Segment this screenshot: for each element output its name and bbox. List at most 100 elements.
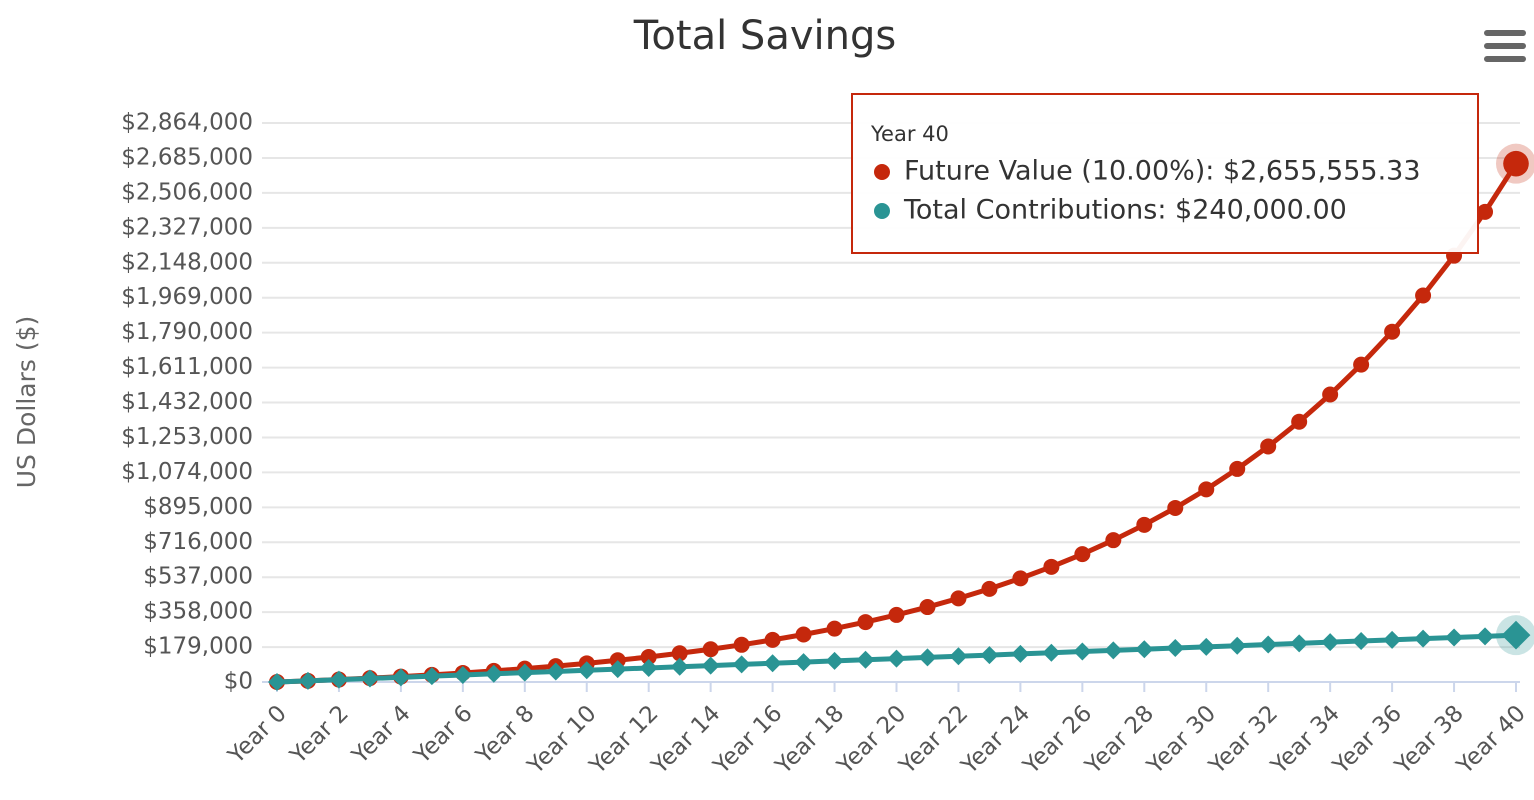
- point-marker: [670, 657, 689, 676]
- point-marker: [1042, 643, 1061, 662]
- y-tick-label: $2,506,000: [121, 179, 253, 205]
- x-tick-label: Year 14: [646, 700, 725, 779]
- point-marker: [702, 641, 719, 658]
- point-marker: [298, 671, 317, 690]
- y-tick-label: $537,000: [143, 564, 253, 590]
- point-marker: [1260, 438, 1277, 455]
- x-tick-label: Year 4: [347, 700, 416, 769]
- x-tick-label: Year 28: [1080, 700, 1159, 779]
- y-tick-label: $1,074,000: [121, 459, 253, 485]
- chart-title: Total Savings: [633, 13, 896, 59]
- point-marker: [1012, 570, 1029, 587]
- tooltip: Year 40 Future Value (10.00%): $2,655,555…: [851, 93, 1479, 254]
- point-marker: [1322, 386, 1339, 403]
- y-axis-label: US Dollars ($): [12, 316, 41, 489]
- point-marker: [980, 646, 999, 665]
- point-marker: [856, 650, 875, 669]
- point-marker: [1353, 356, 1370, 373]
- point-marker: [888, 606, 905, 623]
- point-marker: [1445, 628, 1464, 647]
- x-tick-label: Year 2: [285, 700, 354, 769]
- point-marker: [1198, 481, 1215, 498]
- tooltip-box: [851, 93, 1479, 254]
- point-marker: [1415, 287, 1432, 304]
- tooltip-line: Total Contributions: $240,000.00: [903, 195, 1347, 226]
- point-marker: [608, 660, 627, 679]
- x-tick-label: Year 24: [956, 700, 1035, 779]
- point-marker: [1043, 558, 1060, 575]
- point-marker: [1501, 620, 1531, 650]
- point-marker: [268, 673, 286, 691]
- point-marker: [1291, 413, 1308, 430]
- point-marker: [1228, 636, 1247, 655]
- tooltip-bullet: [874, 203, 890, 219]
- point-marker: [732, 655, 751, 674]
- point-marker: [857, 614, 874, 631]
- y-tick-label: $716,000: [143, 529, 253, 555]
- point-marker: [329, 670, 348, 689]
- point-marker: [763, 654, 782, 673]
- point-marker: [981, 580, 998, 597]
- point-marker: [1476, 627, 1495, 646]
- y-tick-label: $1,790,000: [121, 319, 253, 345]
- y-tick-label: $358,000: [143, 599, 253, 625]
- point-marker: [1105, 532, 1122, 549]
- x-tick-label: Year 38: [1389, 700, 1468, 779]
- point-marker: [1259, 635, 1278, 654]
- x-tick-label: Year 40: [1451, 700, 1530, 779]
- y-tick-label: $0: [224, 669, 253, 695]
- y-tick-label: $179,000: [143, 634, 253, 660]
- tooltip-title: Year 40: [870, 122, 949, 146]
- x-tick-label: Year 20: [832, 700, 911, 779]
- point-marker: [1383, 630, 1402, 649]
- point-marker: [1477, 203, 1494, 220]
- point-marker: [1229, 460, 1246, 477]
- point-marker: [1136, 516, 1153, 533]
- point-marker: [794, 653, 813, 672]
- point-marker: [1104, 641, 1123, 660]
- y-tick-label: $2,864,000: [121, 110, 253, 136]
- point-marker: [1166, 639, 1185, 658]
- y-tick-label: $2,327,000: [121, 214, 253, 240]
- x-tick-label: Year 16: [708, 700, 787, 779]
- x-tick-label: Year 30: [1142, 700, 1221, 779]
- y-tick-label: $1,253,000: [121, 424, 253, 450]
- point-marker: [453, 665, 472, 684]
- point-marker: [1011, 644, 1030, 663]
- x-tick-label: Year 32: [1204, 700, 1283, 779]
- point-marker: [764, 631, 781, 648]
- tooltip-line: Future Value (10.00%): $2,655,555.33: [904, 156, 1421, 187]
- menu-icon[interactable]: [1484, 30, 1526, 62]
- point-marker: [671, 645, 688, 662]
- point-marker: [484, 664, 503, 683]
- point-marker: [1321, 633, 1340, 652]
- point-marker: [1197, 637, 1216, 656]
- point-marker: [640, 648, 657, 665]
- point-marker: [950, 590, 967, 607]
- y-tick-label: $2,685,000: [121, 144, 253, 170]
- x-tick-label: Year 26: [1018, 700, 1097, 779]
- tooltip-bullet: [874, 164, 890, 180]
- point-marker: [1503, 150, 1529, 177]
- x-tick-label: Year 18: [770, 700, 849, 779]
- x-tick-label: Year 34: [1266, 700, 1345, 779]
- point-marker: [825, 651, 844, 670]
- point-marker: [1384, 323, 1401, 340]
- point-marker: [1073, 642, 1092, 661]
- x-tick-label: Year 12: [584, 700, 663, 779]
- y-tick-label: $1,611,000: [121, 354, 253, 380]
- x-tick-label: Year 6: [409, 700, 478, 769]
- x-tick-label: Year 22: [894, 700, 973, 779]
- y-tick-label: $2,148,000: [121, 249, 253, 275]
- x-tick-label: Year 36: [1328, 700, 1407, 779]
- point-marker: [515, 663, 534, 682]
- point-marker: [1167, 499, 1184, 516]
- y-tick-label: $895,000: [143, 494, 253, 520]
- point-marker: [1074, 546, 1091, 563]
- point-marker: [360, 669, 379, 688]
- point-marker: [733, 636, 750, 653]
- point-marker: [1135, 640, 1154, 659]
- y-tick-label: $1,969,000: [121, 284, 253, 310]
- x-tick-label: Year 10: [522, 700, 601, 779]
